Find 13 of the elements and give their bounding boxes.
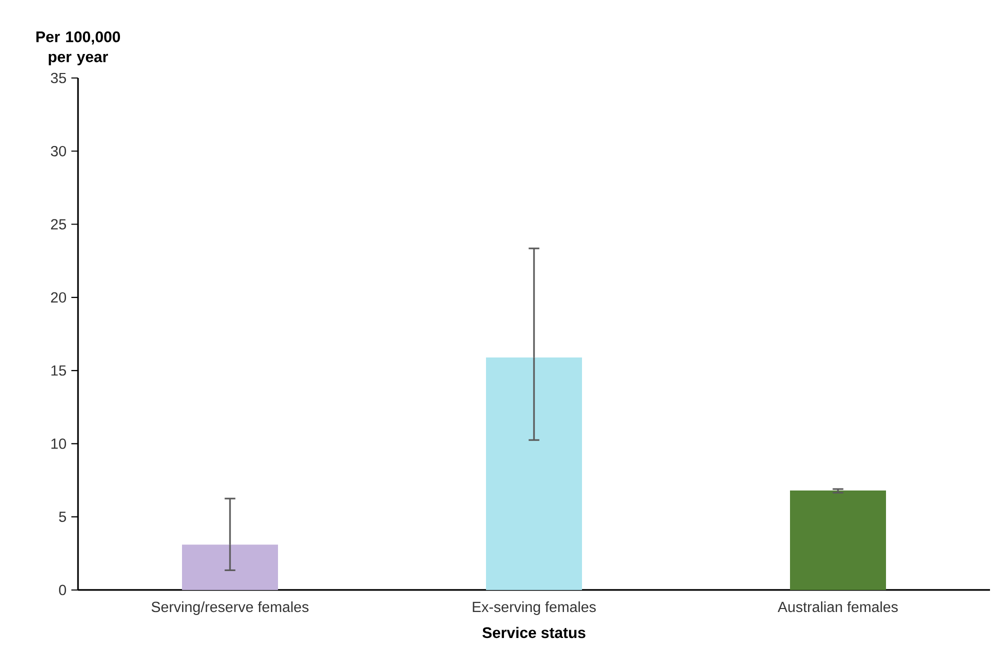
x-axis-title: Service status [482,626,586,638]
y-tick-label: 25 [51,219,66,230]
y-axis-title: Per 100,000 per year [36,31,120,66]
y-tick-label: 30 [50,146,66,156]
y-tick-label: 0 [59,584,66,596]
y-tick-label: 15 [51,365,66,376]
x-tick-label: Ex-serving females [472,601,596,616]
x-tick-label: Serving/reserve females [152,601,309,616]
x-tick-label: Australian females [778,601,898,612]
y-tick-label: 20 [51,292,66,303]
y-tick-label: 10 [51,438,66,449]
y-tick-label: 5 [59,512,66,522]
y-tick-label: 35 [50,72,66,84]
